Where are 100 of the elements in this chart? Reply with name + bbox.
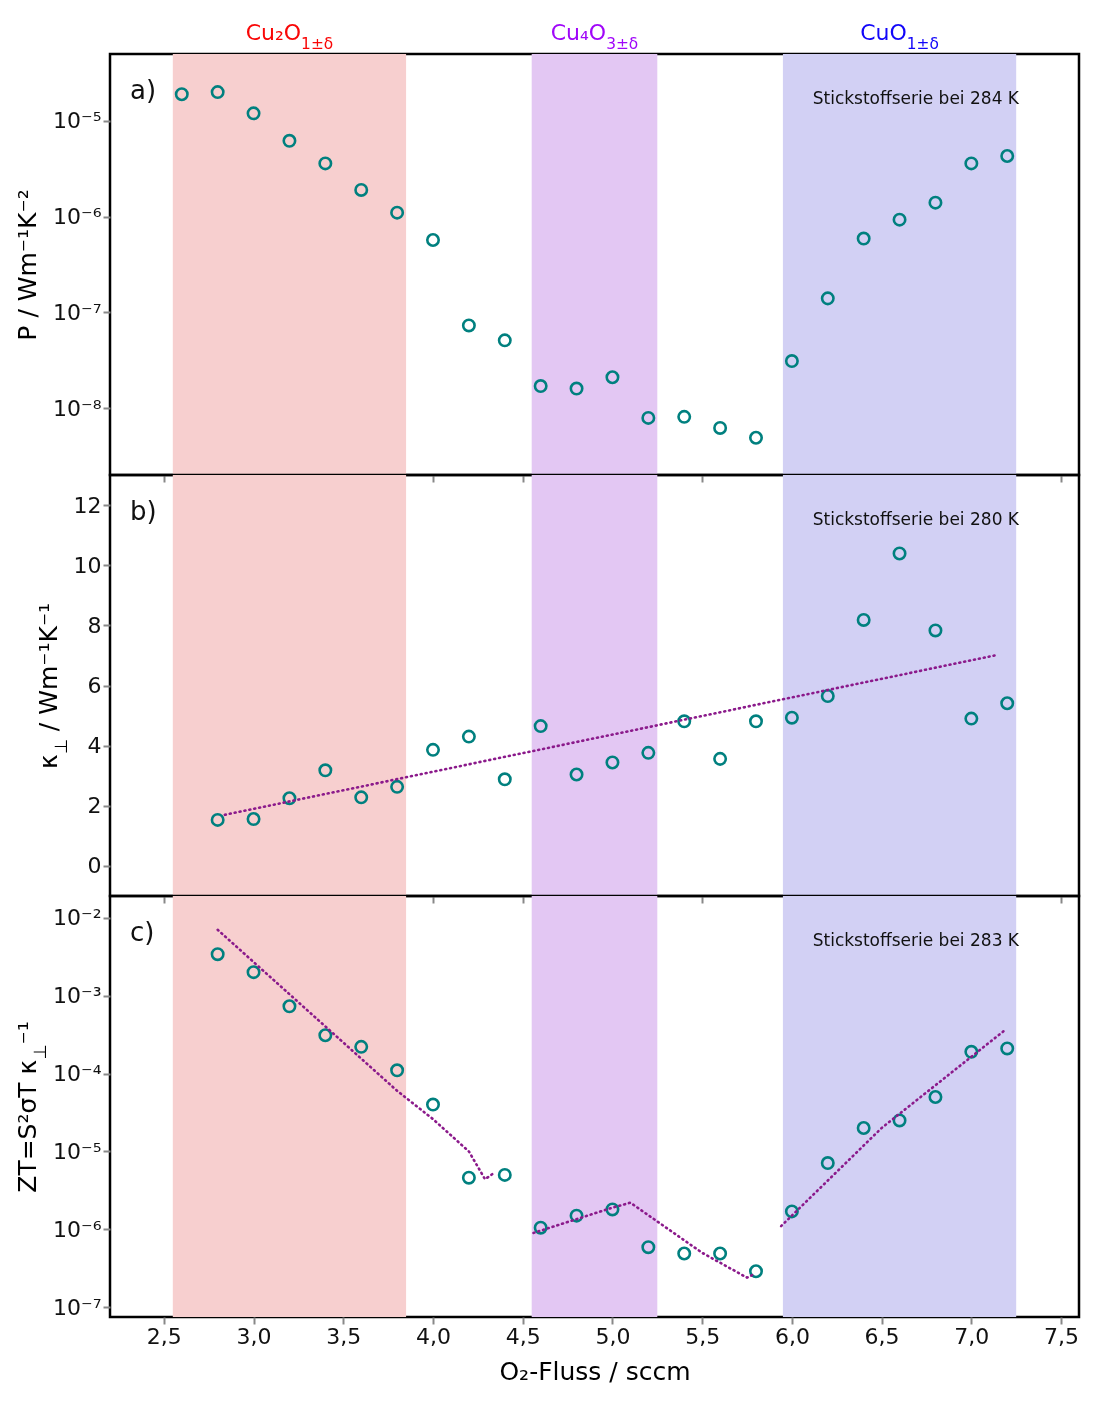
point xyxy=(749,1264,763,1279)
point xyxy=(964,156,979,171)
point xyxy=(784,1204,799,1219)
point xyxy=(426,742,440,757)
point xyxy=(497,333,512,348)
y-tick-label: 10⁻⁷ xyxy=(53,1294,102,1320)
point xyxy=(426,233,440,247)
y-tick-label: 10⁻⁴ xyxy=(53,1061,102,1087)
point xyxy=(390,205,405,220)
point xyxy=(820,689,835,704)
annotation: Stickstoffserie bei 280 K xyxy=(812,509,1020,529)
point xyxy=(497,772,512,787)
y-tick-label: 10⁻⁵ xyxy=(53,108,102,134)
point xyxy=(246,106,261,121)
x-tick-label: 7,0 xyxy=(954,1323,990,1349)
line-series xyxy=(532,1201,754,1279)
x-tick-label: 6,5 xyxy=(864,1323,900,1349)
y-tick-label: 10⁻⁵ xyxy=(53,1138,102,1164)
point xyxy=(318,1028,333,1043)
point xyxy=(426,1097,440,1112)
point xyxy=(533,1220,548,1235)
point xyxy=(210,947,225,962)
point xyxy=(713,751,728,766)
point xyxy=(713,1246,728,1261)
point xyxy=(605,370,620,385)
point xyxy=(928,1090,943,1104)
y-tick-label: 0 xyxy=(87,853,102,879)
point xyxy=(928,623,943,638)
point xyxy=(1000,149,1015,163)
point xyxy=(318,763,333,778)
x-tick-label: 5,0 xyxy=(595,1323,631,1349)
point xyxy=(246,965,261,980)
point xyxy=(749,430,763,445)
point xyxy=(318,156,333,171)
point xyxy=(713,420,728,435)
y-tick-label: 8 xyxy=(87,612,102,638)
y-tick-label: 2 xyxy=(87,793,102,819)
band-label: CuO$_{1±δ}$ xyxy=(860,20,939,53)
point xyxy=(174,87,189,102)
point xyxy=(784,354,799,369)
point xyxy=(677,714,692,729)
point xyxy=(605,755,620,770)
x-tick-label: 3,0 xyxy=(236,1323,272,1349)
annotation: Stickstoffserie bei 284 K xyxy=(812,88,1020,108)
point xyxy=(461,729,476,744)
x-tick-label: 5,5 xyxy=(685,1323,721,1349)
y-tick-label: 4 xyxy=(87,733,102,759)
point xyxy=(856,231,871,246)
point xyxy=(641,410,656,425)
band-label: Cu₂O$_{1±δ}$ xyxy=(245,20,334,53)
point xyxy=(390,1063,405,1078)
y-axis-title: P / Wm⁻¹K⁻² xyxy=(13,189,43,341)
point xyxy=(569,381,584,396)
x-axis-title: O₂-Fluss / sccm xyxy=(499,1356,691,1386)
line-series xyxy=(216,928,494,1181)
annotation: Stickstoffserie bei 283 K xyxy=(812,930,1020,950)
point xyxy=(892,212,907,227)
point xyxy=(749,714,763,729)
point xyxy=(892,546,907,561)
point xyxy=(354,1039,369,1054)
annotation: b) xyxy=(130,496,157,526)
point xyxy=(497,1167,512,1182)
y-tick-label: 10⁻³ xyxy=(53,983,102,1009)
point xyxy=(461,1170,476,1185)
point xyxy=(856,612,871,627)
band-label: Cu₄O$_{3±δ}$ xyxy=(550,20,639,53)
annotation: a) xyxy=(130,75,157,105)
point xyxy=(390,779,405,794)
point xyxy=(282,133,297,148)
point xyxy=(569,767,584,782)
point xyxy=(1000,1041,1015,1056)
point xyxy=(928,195,943,210)
x-tick-label: 3,5 xyxy=(326,1323,362,1349)
point xyxy=(210,812,225,827)
point xyxy=(820,1156,835,1171)
point xyxy=(856,1121,871,1135)
point xyxy=(282,999,297,1014)
point xyxy=(246,812,261,827)
point xyxy=(677,409,692,424)
y-tick-label: 10 xyxy=(73,552,102,578)
point xyxy=(461,318,476,333)
point xyxy=(354,182,369,197)
point xyxy=(354,790,369,805)
x-tick-label: 2,5 xyxy=(146,1323,182,1349)
y-tick-label: 10⁻² xyxy=(53,905,102,931)
x-tick-label: 7,5 xyxy=(1044,1323,1080,1349)
y-tick-label: 12 xyxy=(73,492,102,518)
point xyxy=(784,710,799,725)
y-tick-label: 10⁻⁶ xyxy=(53,1216,102,1242)
point xyxy=(964,711,979,726)
point xyxy=(210,85,225,100)
y-tick-label: 10⁻⁶ xyxy=(53,204,102,230)
x-tick-label: 4,5 xyxy=(505,1323,541,1349)
annotation: c) xyxy=(130,917,155,947)
point xyxy=(964,1044,979,1059)
point xyxy=(1000,696,1015,711)
point xyxy=(641,745,656,760)
point xyxy=(820,291,835,306)
point xyxy=(677,1246,692,1261)
point xyxy=(533,719,548,734)
